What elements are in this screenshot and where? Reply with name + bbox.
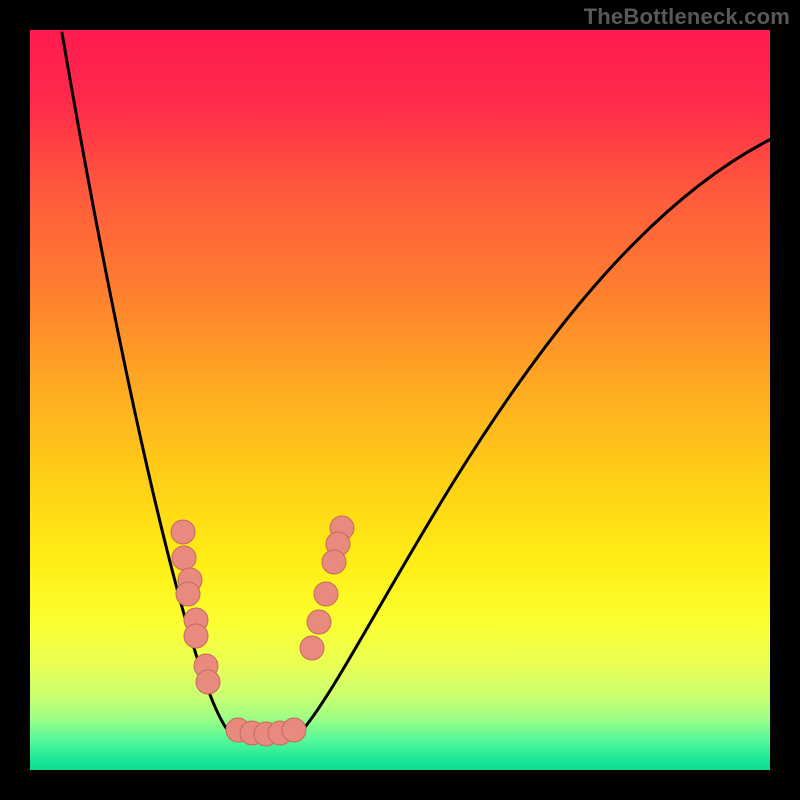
plot-background bbox=[30, 30, 770, 770]
bottleneck-chart-svg bbox=[0, 0, 800, 800]
figure-frame: TheBottleneck.com bbox=[0, 0, 800, 800]
data-marker bbox=[282, 718, 306, 742]
data-marker bbox=[196, 670, 220, 694]
data-marker bbox=[322, 550, 346, 574]
data-marker bbox=[300, 636, 324, 660]
data-marker bbox=[314, 582, 338, 606]
watermark-text: TheBottleneck.com bbox=[584, 4, 790, 30]
data-marker bbox=[176, 582, 200, 606]
data-marker bbox=[307, 610, 331, 634]
data-marker bbox=[171, 520, 195, 544]
data-marker bbox=[172, 546, 196, 570]
data-marker bbox=[184, 624, 208, 648]
